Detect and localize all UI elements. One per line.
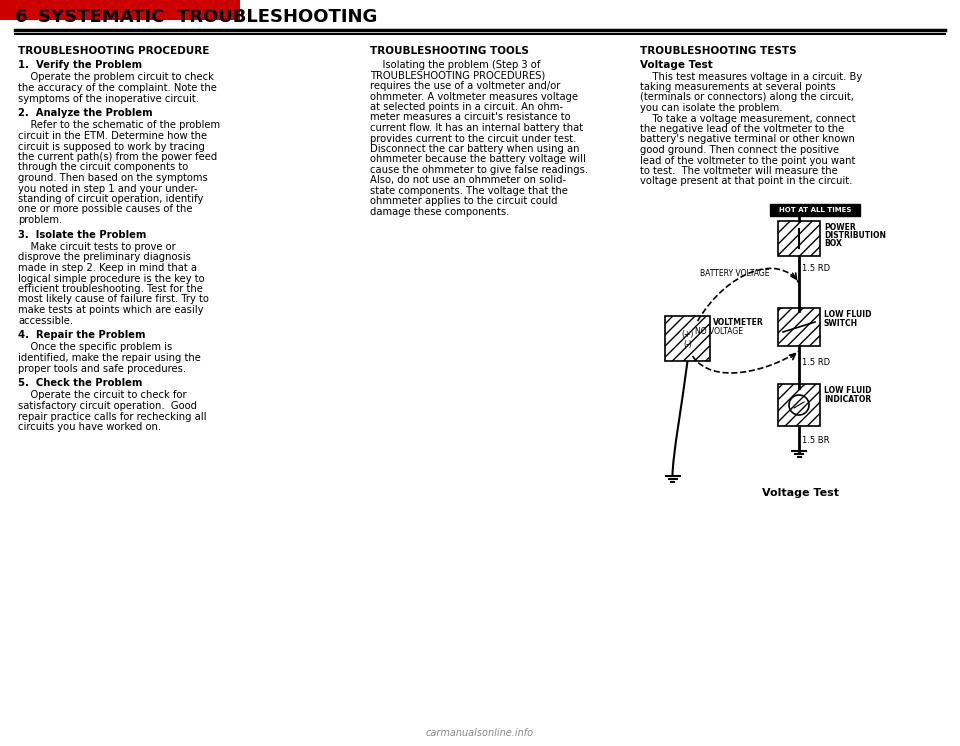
Text: proper tools and safe procedures.: proper tools and safe procedures. xyxy=(18,363,186,374)
Text: most likely cause of failure first. Try to: most likely cause of failure first. Try … xyxy=(18,295,209,304)
Bar xyxy=(778,308,820,346)
Text: SWITCH: SWITCH xyxy=(824,319,858,328)
Text: meter measures a circuit's resistance to: meter measures a circuit's resistance to xyxy=(370,113,570,122)
Text: 4.  Repair the Problem: 4. Repair the Problem xyxy=(18,330,146,340)
FancyBboxPatch shape xyxy=(0,0,240,20)
Text: damage these components.: damage these components. xyxy=(370,207,510,217)
Text: efficient troubleshooting. Test for the: efficient troubleshooting. Test for the xyxy=(18,284,203,294)
Text: the negative lead of the voltmeter to the: the negative lead of the voltmeter to th… xyxy=(640,124,844,134)
Text: DISTRIBUTION: DISTRIBUTION xyxy=(824,231,886,240)
Text: provides current to the circuit under test.: provides current to the circuit under te… xyxy=(370,134,576,143)
Text: circuit in the ETM. Determine how the: circuit in the ETM. Determine how the xyxy=(18,131,207,141)
Text: battery's negative terminal or other known: battery's negative terminal or other kno… xyxy=(640,134,854,145)
Text: Voltage Test: Voltage Test xyxy=(640,60,712,70)
Text: 1.5 BR: 1.5 BR xyxy=(802,436,829,445)
Text: symptoms of the inoperative circuit.: symptoms of the inoperative circuit. xyxy=(18,93,199,104)
Text: VOLTMETER: VOLTMETER xyxy=(713,318,764,327)
Text: BOX: BOX xyxy=(824,239,842,248)
Text: standing of circuit operation, identify: standing of circuit operation, identify xyxy=(18,194,204,204)
Text: repair practice calls for rechecking all: repair practice calls for rechecking all xyxy=(18,412,206,421)
Text: TROUBLESHOOTING PROCEDURE: TROUBLESHOOTING PROCEDURE xyxy=(18,46,209,56)
Text: through the circuit components to: through the circuit components to xyxy=(18,163,188,172)
Bar xyxy=(665,316,710,361)
Text: ohmmeter because the battery voltage will: ohmmeter because the battery voltage wil… xyxy=(370,154,586,165)
Text: at selected points in a circuit. An ohm-: at selected points in a circuit. An ohm- xyxy=(370,102,564,112)
Text: Also, do not use an ohmmeter on solid-: Also, do not use an ohmmeter on solid- xyxy=(370,175,566,186)
Text: TROUBLESHOOTING TESTS: TROUBLESHOOTING TESTS xyxy=(640,46,797,56)
Text: Isolating the problem (Step 3 of: Isolating the problem (Step 3 of xyxy=(370,60,540,70)
Text: to test.  The voltmeter will measure the: to test. The voltmeter will measure the xyxy=(640,166,838,176)
Text: Refer to the schematic of the problem: Refer to the schematic of the problem xyxy=(18,121,220,131)
Text: (-): (-) xyxy=(684,340,692,349)
Text: ohmmeter. A voltmeter measures voltage: ohmmeter. A voltmeter measures voltage xyxy=(370,92,578,101)
Text: cause the ohmmeter to give false readings.: cause the ohmmeter to give false reading… xyxy=(370,165,588,175)
Text: logical simple procedure is the key to: logical simple procedure is the key to xyxy=(18,274,204,283)
Bar xyxy=(778,221,820,256)
Text: (terminals or connectors) along the circuit,: (terminals or connectors) along the circ… xyxy=(640,93,853,102)
Text: INDICATOR: INDICATOR xyxy=(824,395,872,404)
Text: 1.  Verify the Problem: 1. Verify the Problem xyxy=(18,60,142,70)
Text: This test measures voltage in a circuit. By: This test measures voltage in a circuit.… xyxy=(640,72,862,81)
Text: disprove the preliminary diagnosis: disprove the preliminary diagnosis xyxy=(18,252,191,263)
Text: make tests at points which are easily: make tests at points which are easily xyxy=(18,305,204,315)
Text: Disconnect the car battery when using an: Disconnect the car battery when using an xyxy=(370,144,580,154)
Text: TROUBLESHOOTING TOOLS: TROUBLESHOOTING TOOLS xyxy=(370,46,529,56)
Text: Operate the circuit to check for: Operate the circuit to check for xyxy=(18,390,186,401)
Text: satisfactory circuit operation.  Good: satisfactory circuit operation. Good xyxy=(18,401,197,411)
Text: ground. Then based on the symptoms: ground. Then based on the symptoms xyxy=(18,173,207,183)
Text: you noted in step 1 and your under-: you noted in step 1 and your under- xyxy=(18,184,198,193)
Text: the current path(s) from the power feed: the current path(s) from the power feed xyxy=(18,152,217,162)
Text: identified, make the repair using the: identified, make the repair using the xyxy=(18,353,201,363)
Text: To take a voltage measurement, connect: To take a voltage measurement, connect xyxy=(640,113,855,124)
Text: circuit is supposed to work by tracing: circuit is supposed to work by tracing xyxy=(18,142,204,151)
Text: BATTERY VOLTAGE: BATTERY VOLTAGE xyxy=(700,269,770,278)
Text: made in step 2. Keep in mind that a: made in step 2. Keep in mind that a xyxy=(18,263,197,273)
Text: LOW FLUID: LOW FLUID xyxy=(824,386,872,395)
Text: lead of the voltmeter to the point you want: lead of the voltmeter to the point you w… xyxy=(640,155,855,166)
Text: SYSTEMATIC  TROUBLESHOOTING: SYSTEMATIC TROUBLESHOOTING xyxy=(38,8,377,26)
Text: POWER: POWER xyxy=(824,223,855,232)
Text: taking measurements at several points: taking measurements at several points xyxy=(640,82,836,92)
Text: problem.: problem. xyxy=(18,215,62,225)
Text: state components. The voltage that the: state components. The voltage that the xyxy=(370,186,568,196)
Text: Make circuit tests to prove or: Make circuit tests to prove or xyxy=(18,242,176,252)
Text: circuits you have worked on.: circuits you have worked on. xyxy=(18,422,161,432)
Text: 6: 6 xyxy=(15,8,28,26)
Text: voltage present at that point in the circuit.: voltage present at that point in the cir… xyxy=(640,177,852,186)
Text: you can isolate the problem.: you can isolate the problem. xyxy=(640,103,782,113)
Text: LOW FLUID: LOW FLUID xyxy=(824,310,872,319)
Text: one or more possible causes of the: one or more possible causes of the xyxy=(18,204,193,215)
Text: requires the use of a voltmeter and/or: requires the use of a voltmeter and/or xyxy=(370,81,561,91)
Text: Voltage Test: Voltage Test xyxy=(761,488,838,498)
Text: Operate the problem circuit to check: Operate the problem circuit to check xyxy=(18,72,214,83)
Text: good ground. Then connect the positive: good ground. Then connect the positive xyxy=(640,145,839,155)
Text: 1.5 RD: 1.5 RD xyxy=(802,264,830,273)
Text: 2.  Analyze the Problem: 2. Analyze the Problem xyxy=(18,108,153,118)
Text: HOT AT ALL TIMES: HOT AT ALL TIMES xyxy=(779,207,852,213)
Text: ohmmeter applies to the circuit could: ohmmeter applies to the circuit could xyxy=(370,196,558,207)
Text: TROUBLESHOOTING PROCEDURES): TROUBLESHOOTING PROCEDURES) xyxy=(370,71,545,81)
Bar xyxy=(770,204,860,216)
Text: 3.  Isolate the Problem: 3. Isolate the Problem xyxy=(18,230,146,239)
Text: NO VOLTAGE: NO VOLTAGE xyxy=(695,327,743,336)
Text: accessible.: accessible. xyxy=(18,316,73,325)
Text: Once the specific problem is: Once the specific problem is xyxy=(18,342,172,353)
Text: (+): (+) xyxy=(682,330,694,339)
Text: current flow. It has an internal battery that: current flow. It has an internal battery… xyxy=(370,123,583,133)
Bar xyxy=(778,384,820,426)
Text: 5.  Check the Problem: 5. Check the Problem xyxy=(18,378,142,388)
Text: 1.5 RD: 1.5 RD xyxy=(802,358,830,367)
Text: the accuracy of the complaint. Note the: the accuracy of the complaint. Note the xyxy=(18,83,217,93)
Text: carmanualsonline.info: carmanualsonline.info xyxy=(426,728,534,738)
